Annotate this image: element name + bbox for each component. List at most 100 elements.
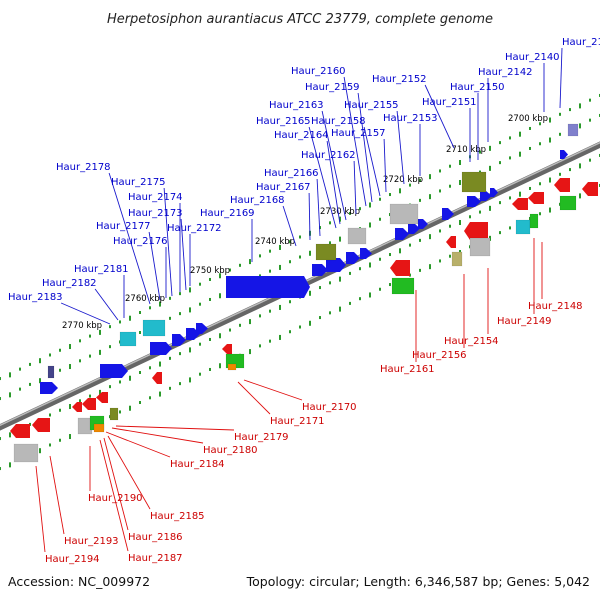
- track-dot: [439, 259, 441, 263]
- track-dot: [79, 359, 81, 363]
- track-dot: [549, 137, 551, 143]
- track-dot: [359, 207, 361, 211]
- track-dot: [429, 234, 431, 240]
- gene-box-olive: [315, 243, 337, 261]
- track-dot: [489, 145, 491, 151]
- track-dot: [559, 112, 561, 116]
- track-dot: [449, 164, 451, 168]
- track-dot: [109, 325, 111, 329]
- gene-label: Haur_2149: [497, 316, 552, 327]
- gene-label: Haur_2142: [478, 67, 533, 78]
- track-dot: [509, 196, 511, 200]
- gene-label: Haur_2182: [42, 278, 97, 289]
- track-dot: [279, 264, 281, 270]
- minus-gene-arrow: [390, 260, 410, 276]
- track-dot: [579, 123, 581, 129]
- gene-label: Haur_2167: [256, 182, 311, 193]
- gene-box-gray: [13, 443, 39, 463]
- gene-box-gray: [469, 237, 491, 257]
- track-dot: [249, 259, 251, 265]
- track-dot: [329, 311, 331, 315]
- track-dot: [549, 177, 551, 183]
- track-dot: [459, 180, 461, 185]
- leader-line: [343, 76, 367, 207]
- track-dot: [519, 131, 521, 137]
- track-dot: [259, 254, 261, 258]
- track-dot: [529, 186, 531, 190]
- track-dot: [429, 264, 431, 270]
- track-dot: [179, 352, 181, 356]
- track-dot: [449, 254, 451, 258]
- kbp-mark: 2740 kbp: [255, 237, 295, 247]
- scale-marks: 2700 kbp 2710 kbp 2720 kbp 2730 kbp 2740 kbp…: [62, 114, 548, 331]
- track-dot: [489, 165, 491, 171]
- gene-box-gray: [389, 203, 419, 225]
- gene-label: Haur_2171: [270, 416, 325, 427]
- track-dot: [29, 362, 31, 366]
- gene-label: Haur_2169: [200, 208, 255, 219]
- track-dot: [0, 377, 1, 381]
- gene-label: Haur_2158: [311, 116, 366, 127]
- track-dot: [179, 382, 181, 386]
- minus-gene-arrow: [72, 402, 82, 412]
- leader-line: [107, 435, 151, 510]
- track-dot: [39, 358, 41, 364]
- track-dot: [569, 168, 571, 172]
- track-dot: [189, 377, 191, 383]
- leader-line: [49, 455, 65, 535]
- track-dot: [379, 217, 381, 221]
- track-dot: [69, 344, 71, 350]
- track-dot: [289, 260, 291, 264]
- minus-gene-arrow: [96, 392, 108, 403]
- track-dot: [419, 198, 421, 202]
- gene-box-cyan: [119, 331, 137, 347]
- track-dot: [529, 126, 531, 130]
- track-dot: [89, 394, 91, 398]
- track-dot: [89, 354, 91, 358]
- track-dot: [289, 300, 291, 304]
- track-dot: [59, 438, 61, 442]
- track-dot: [199, 342, 201, 346]
- track-dot: [129, 375, 131, 381]
- gene-label: Haur_2168: [230, 195, 285, 206]
- track-dot: [329, 221, 331, 225]
- track-dot: [139, 401, 141, 404]
- minus-gene-arrow: [82, 398, 96, 410]
- gene-label: Haur_2162: [301, 150, 356, 161]
- plus-gene-arrow: [150, 342, 172, 355]
- gene-label: Haur_2151: [422, 97, 477, 108]
- track-dot: [439, 189, 441, 193]
- track-dot: [69, 404, 71, 410]
- track-dot: [59, 408, 61, 412]
- leader-line: [357, 92, 373, 203]
- track-dot: [459, 160, 461, 165]
- track-dot: [379, 287, 381, 291]
- track-dot: [189, 307, 191, 313]
- track-dot: [149, 306, 151, 310]
- gene-box-cyan: [515, 219, 531, 235]
- leader-lines: [35, 47, 563, 553]
- track-dot: [89, 334, 91, 338]
- track-dot: [419, 238, 421, 242]
- track-dot: [399, 248, 401, 254]
- track-dot: [289, 330, 291, 334]
- leader-line: [363, 126, 381, 197]
- track-dot: [439, 169, 441, 173]
- track-dot: [149, 396, 151, 400]
- leader-line: [316, 178, 321, 237]
- track-dot: [549, 207, 551, 213]
- track-dot: [359, 267, 361, 271]
- track-dot: [9, 392, 11, 398]
- plus-gene-arrow: [196, 323, 208, 334]
- track-dot: [129, 315, 131, 321]
- track-dot: [99, 349, 101, 355]
- gene-label: Haur_2176: [113, 236, 168, 247]
- track-dot: [589, 118, 591, 122]
- track-dot: [559, 132, 561, 136]
- plus-gene-arrow: [360, 248, 372, 259]
- leader-line: [115, 425, 235, 431]
- gene-label: Haur_2186: [128, 532, 183, 543]
- track-dot: [159, 301, 161, 307]
- track-dot: [219, 293, 221, 299]
- plus-gene-arrow: [100, 364, 128, 378]
